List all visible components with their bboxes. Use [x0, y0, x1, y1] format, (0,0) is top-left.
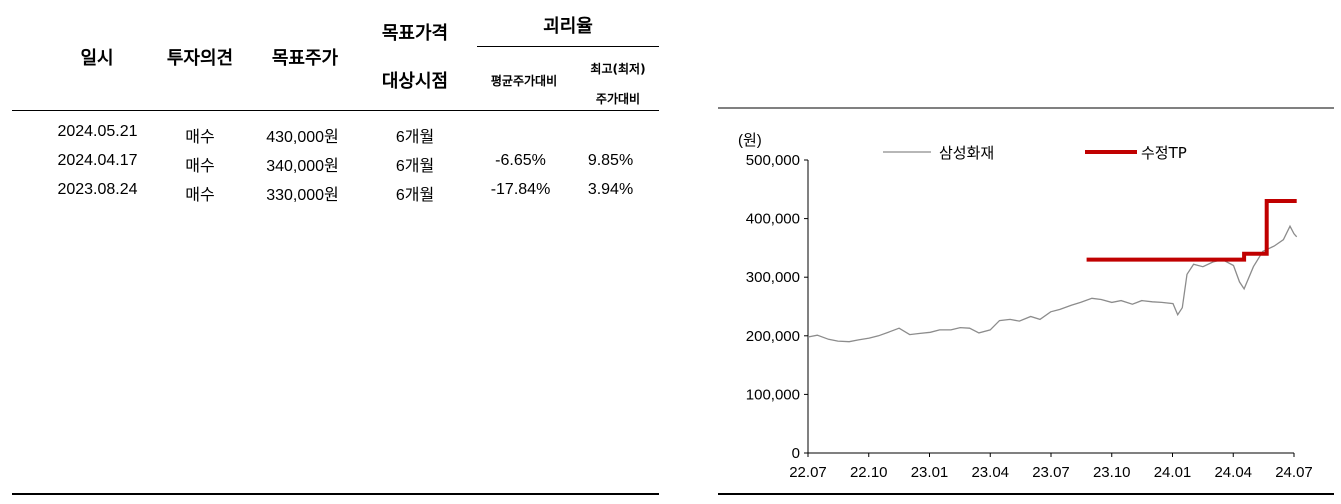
cell-date: 2023.08.24 — [57, 181, 138, 198]
cell-period: 6개월 — [395, 158, 435, 175]
header-date: 일시 — [80, 48, 114, 69]
cell-avg: -17.84% — [490, 181, 551, 198]
plot-area — [807, 199, 1298, 343]
header-disparity: 괴리율 — [543, 16, 593, 37]
x-tick-label: 24.04 — [1214, 464, 1252, 481]
y-tick-label: 300,000 — [746, 269, 800, 286]
y-tick-label: 400,000 — [746, 211, 800, 228]
cell-opinion: 매수 — [185, 187, 215, 204]
cell-opinion: 매수 — [185, 158, 215, 175]
x-tick-label: 23.10 — [1093, 464, 1131, 481]
header-period-line2: 대상시점 — [381, 71, 449, 92]
y-tick-label: 500,000 — [746, 152, 800, 169]
axes: 500,000 400,000 300,000 200,000 100,000 0 22.0… — [746, 152, 1313, 481]
x-tick-label: 24.01 — [1154, 464, 1192, 481]
y-unit-label: (원) — [738, 132, 762, 149]
cell-avg: -6.65% — [495, 152, 546, 169]
header-period-line1: 목표가격 — [381, 23, 449, 44]
x-tick-label: 23.04 — [971, 464, 1009, 481]
price-chart: (원) 500,000 400,000 300,000 200,000 100,000 0… — [718, 0, 1341, 504]
y-tick-label: 0 — [792, 445, 800, 462]
cell-max: 3.94% — [587, 181, 634, 198]
header-max-line2: 주가대비 — [595, 92, 641, 106]
cell-date: 2024.04.17 — [57, 152, 138, 169]
x-tick-label: 22.07 — [789, 464, 827, 481]
x-tick-label: 23.01 — [911, 464, 949, 481]
header-avg: 평균주가대비 — [490, 74, 558, 88]
y-tick-label: 100,000 — [746, 386, 800, 403]
cell-opinion: 매수 — [185, 129, 215, 146]
legend-label-stock: 삼성화재 — [939, 144, 994, 162]
cell-target: 340,000원 — [266, 158, 339, 175]
x-tick-label: 22.10 — [850, 464, 888, 481]
legend: 삼성화재 수정TP — [883, 144, 1187, 162]
series-line-stock-price — [807, 224, 1298, 343]
disparity-rule — [477, 46, 659, 47]
header-target: 목표주가 — [271, 48, 339, 69]
x-tick-label: 24.07 — [1275, 464, 1313, 481]
cell-target: 430,000원 — [266, 129, 339, 146]
header-rule — [12, 110, 659, 111]
cell-period: 6개월 — [395, 129, 435, 146]
header-max-line1: 최고(최저) — [590, 62, 646, 76]
bottom-rule — [12, 493, 659, 495]
legend-label-target: 수정TP — [1141, 144, 1187, 162]
y-tick-label: 200,000 — [746, 328, 800, 345]
cell-max: 9.85% — [587, 152, 634, 169]
cell-target: 330,000원 — [266, 187, 339, 204]
series-line-target-price — [1086, 199, 1297, 262]
header-opinion: 투자의견 — [166, 48, 234, 69]
cell-period: 6개월 — [395, 187, 435, 204]
cell-date: 2024.05.21 — [57, 123, 138, 140]
chart-svg: (원) 500,000 400,000 300,000 200,000 100,000 0… — [718, 107, 1334, 495]
target-price-table: 일시 투자의견 목표주가 목표가격 대상시점 괴리율 평균주가대비 최고(최저)… — [0, 0, 670, 504]
x-tick-label: 23.07 — [1032, 464, 1070, 481]
